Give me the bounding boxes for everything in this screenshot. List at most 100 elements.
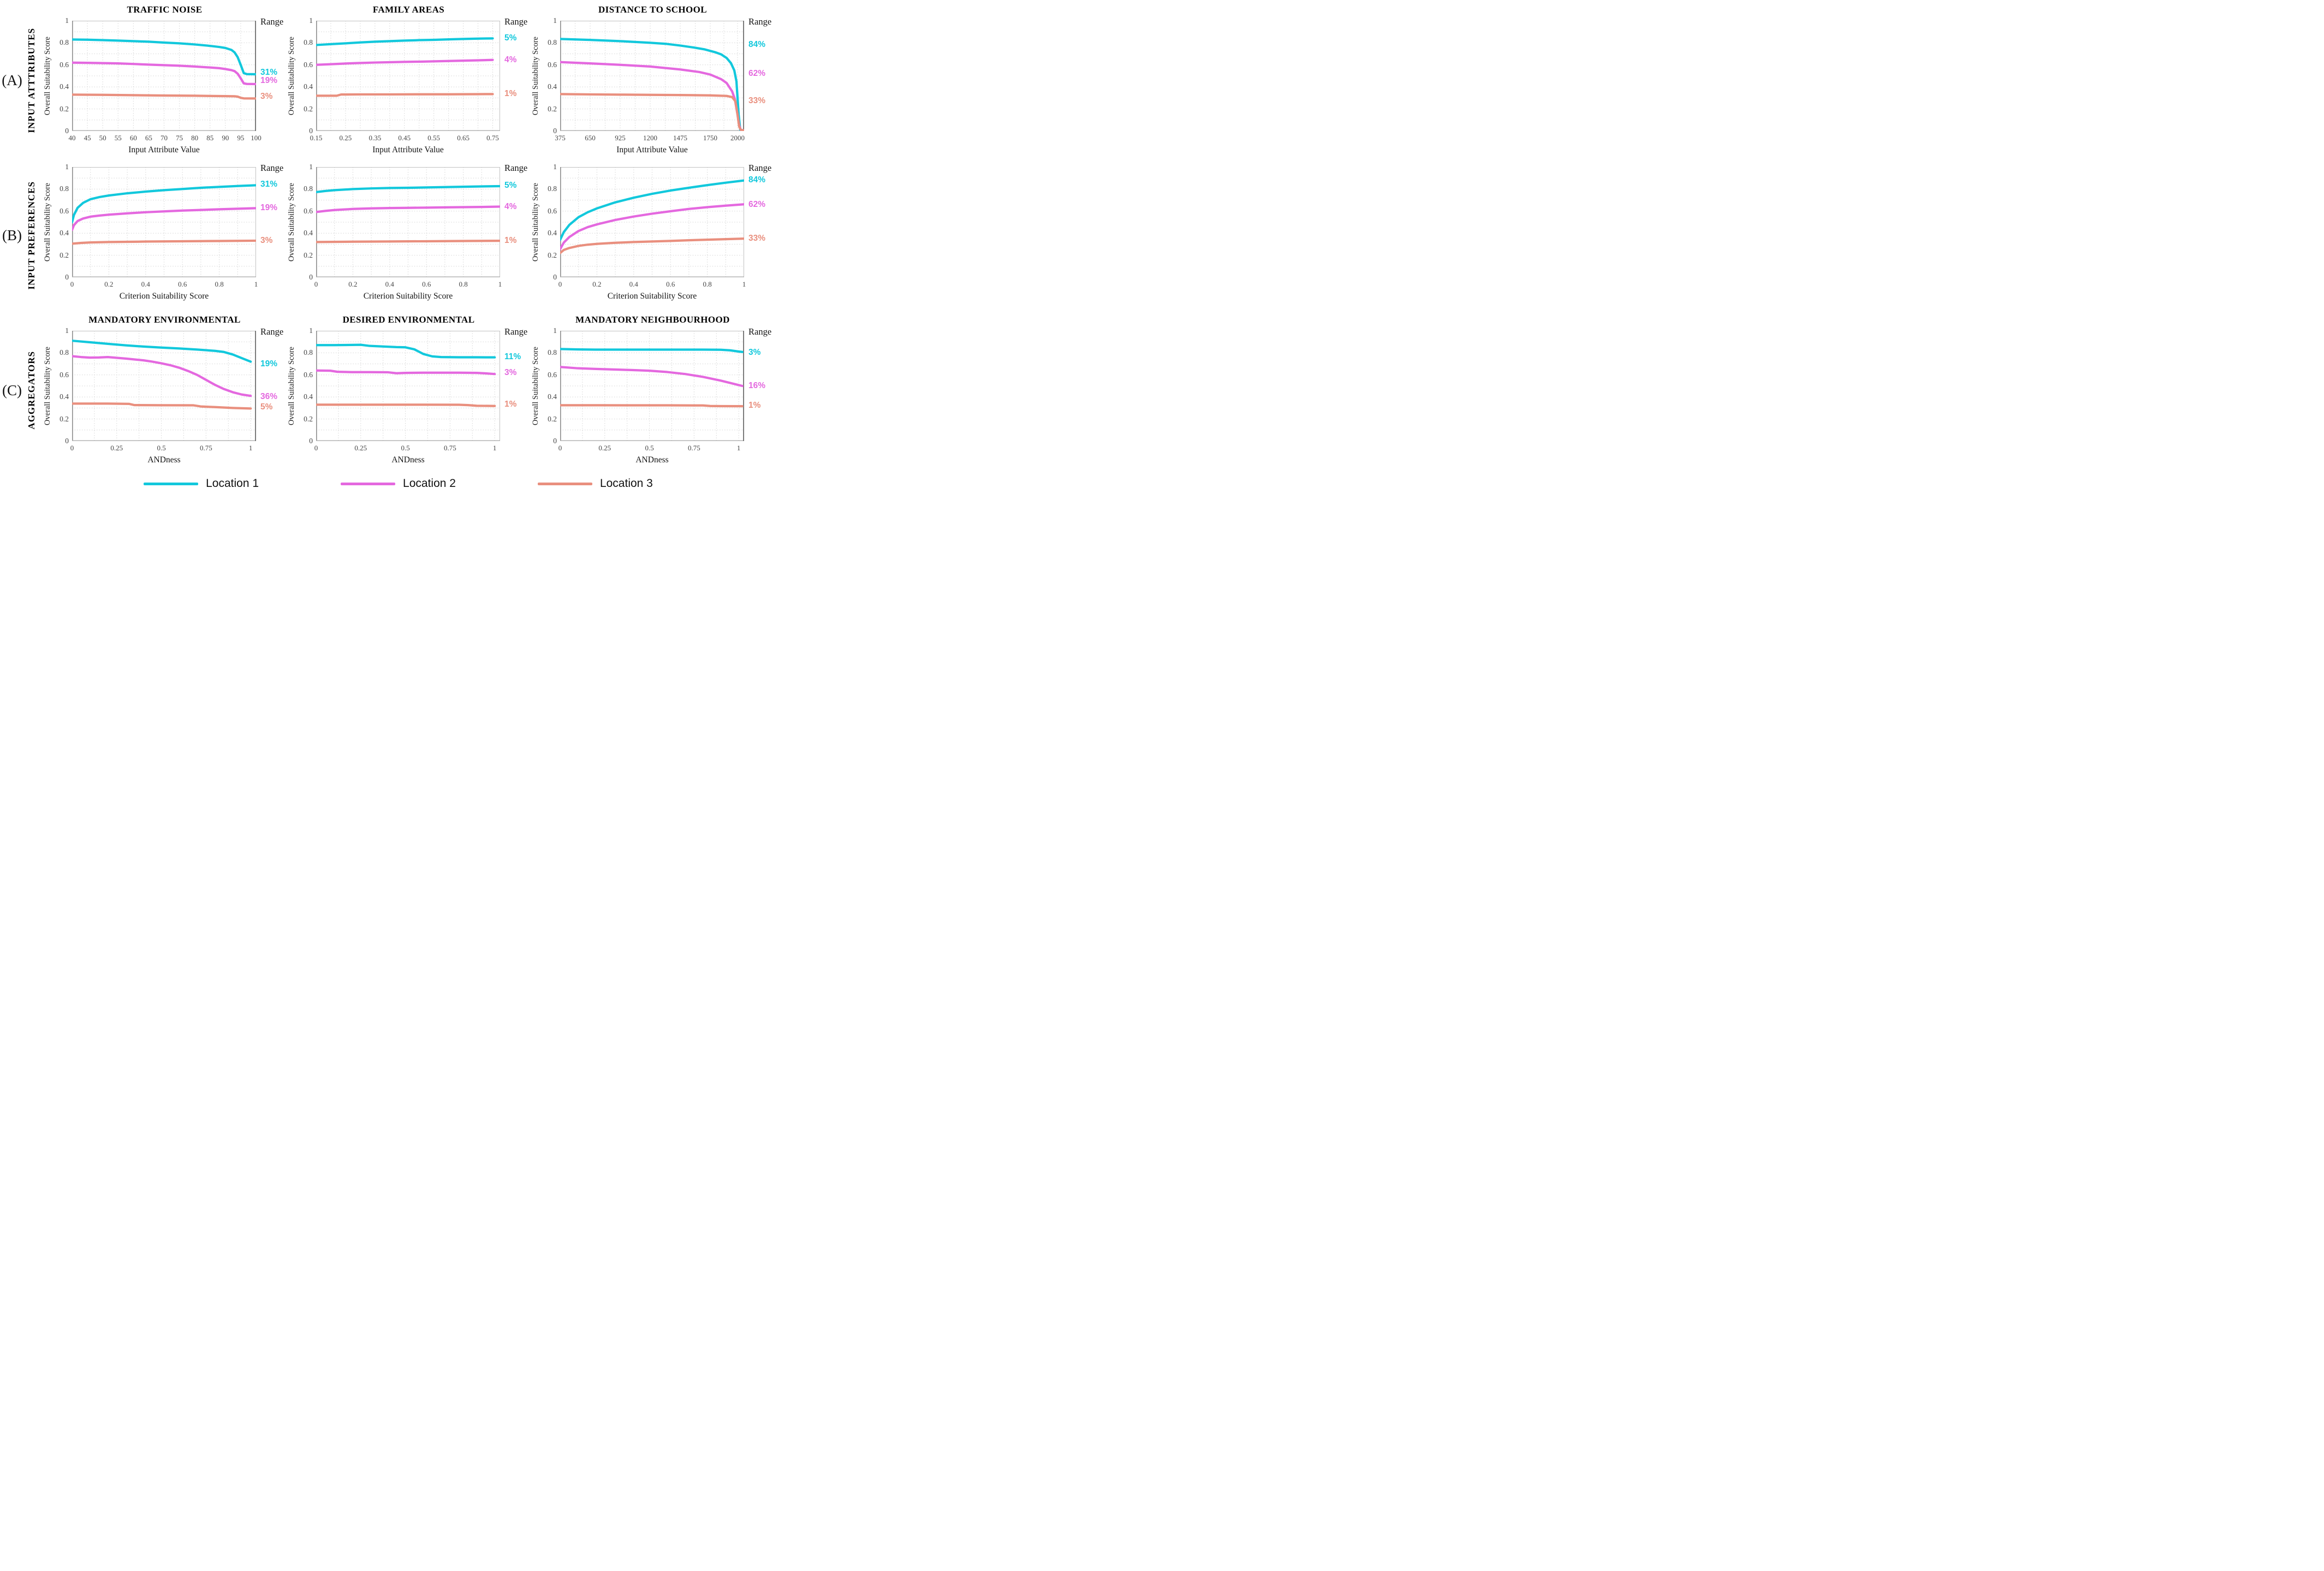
y-axis-ticks: 1 0.8 0.6 0.4 0.2 0 — [296, 326, 316, 445]
series-line-location-3 — [560, 93, 744, 131]
x-tick-label: 1 — [498, 280, 502, 288]
y-tick-label: 0.4 — [548, 392, 557, 401]
series-line-location-1 — [72, 184, 256, 224]
range-column: Range 5% 4% 1% — [500, 163, 531, 277]
x-tick-label: 0.75 — [200, 444, 212, 452]
y-tick-label: 1 — [553, 326, 557, 335]
chart-body: Overall Suitability Score 1 0.8 0.6 0.4 0.2 0 R… — [43, 326, 287, 467]
x-tick-label: 95 — [237, 134, 245, 142]
plot-svg — [72, 331, 256, 441]
y-tick-label: 0.6 — [304, 206, 313, 215]
x-tick-label: 1200 — [643, 134, 657, 142]
y-tick-label: 1 — [553, 16, 557, 25]
range-column: Range 11% 3% 1% — [500, 326, 531, 441]
y-tick-label: 0.2 — [304, 251, 313, 259]
y-tick-label: 0 — [309, 273, 313, 281]
y-tick-label: 0.6 — [60, 370, 69, 379]
x-axis-ticks: 0 0.2 0.4 0.6 0.8 1 — [558, 277, 746, 290]
chart-body: Overall Suitability Score 1 0.8 0.6 0.4 0.2 0 R… — [43, 16, 287, 157]
range-column: Range 3% 16% 1% — [744, 326, 775, 441]
chart-body: Overall Suitability Score 1 0.8 0.6 0.4 0.2 0 R… — [43, 163, 287, 304]
plot-area — [72, 331, 256, 441]
x-tick-label: 0.6 — [666, 280, 675, 288]
range-header: Range — [748, 163, 772, 173]
y-tick-label: 1 — [65, 16, 69, 25]
series-line-location-2 — [72, 355, 252, 397]
plot-area — [72, 167, 256, 277]
plot-area — [316, 167, 500, 277]
panel-label: (C) — [2, 382, 22, 398]
x-tick-label: 80 — [191, 134, 199, 142]
range-header: Range — [504, 163, 528, 173]
chart-cell-2-3: Overall Suitability Score 1 0.8 0.6 0.4 0.2 0 R… — [531, 163, 775, 304]
series-line-location-3 — [316, 93, 494, 97]
y-tick-label: 0 — [309, 127, 313, 135]
x-tick-label: 0.45 — [398, 134, 411, 142]
series-line-location-3 — [72, 402, 252, 410]
x-tick-label: 0.4 — [141, 280, 150, 288]
chart-title: MANDATORY ENVIRONMENTAL — [88, 314, 241, 325]
range-value-location-1: 84% — [748, 175, 766, 185]
range-column: Range 31% 19% 3% — [256, 163, 287, 277]
x-tick-label: 0.8 — [703, 280, 712, 288]
plot-svg — [72, 21, 256, 131]
series-line-location-2 — [72, 207, 256, 231]
range-value-location-3: 1% — [748, 401, 761, 410]
legend-item-location-2: Location 2 — [341, 477, 456, 490]
x-axis-label: Criterion Suitability Score — [607, 291, 697, 301]
legend-line-swatch — [144, 482, 199, 485]
plot-svg — [316, 331, 500, 441]
y-axis-ticks: 1 0.8 0.6 0.4 0.2 0 — [52, 163, 72, 281]
series-line-location-1 — [316, 343, 496, 359]
row-title: AGGREGATORS — [26, 351, 37, 430]
x-tick-label: 1750 — [703, 134, 717, 142]
chart-cell-1-2: FAMILY AREAS Overall Suitability Score 1 0.… — [287, 3, 531, 157]
y-tick-label: 0.8 — [60, 38, 69, 47]
range-value-location-1: 5% — [504, 33, 517, 43]
plot-area — [560, 331, 744, 441]
x-tick-label: 0.4 — [629, 280, 638, 288]
range-header: Range — [504, 326, 528, 337]
x-tick-label: 0.75 — [688, 444, 700, 452]
y-tick-label: 0.2 — [60, 104, 69, 113]
suitability-figure: (A) INPUT ATTTRIBUTES TRAFFIC NOISE Overall… — [0, 0, 775, 497]
y-tick-label: 0.4 — [60, 392, 69, 401]
y-axis-ticks: 1 0.8 0.6 0.4 0.2 0 — [540, 16, 560, 135]
chart-body: Overall Suitability Score 1 0.8 0.6 0.4 0.2 0 R… — [287, 163, 531, 304]
range-value-location-2: 19% — [260, 76, 278, 86]
x-tick-label: 1 — [742, 280, 746, 288]
y-axis-label: Overall Suitability Score — [531, 182, 540, 262]
x-tick-label: 0.2 — [104, 280, 114, 288]
y-tick-label: 0 — [65, 273, 69, 281]
row-title: INPUT ATTTRIBUTES — [26, 27, 37, 133]
y-tick-label: 0.6 — [548, 370, 557, 379]
x-tick-label: 0.25 — [339, 134, 352, 142]
range-value-location-3: 3% — [260, 92, 273, 102]
range-header: Range — [260, 326, 284, 337]
y-axis-label: Overall Suitability Score — [43, 182, 52, 262]
x-tick-label: 0.5 — [157, 444, 166, 452]
chart-title: MANDATORY NEIGHBOURHOOD — [575, 314, 730, 325]
range-header: Range — [260, 163, 284, 173]
x-tick-label: 65 — [145, 134, 152, 142]
plot-area — [560, 167, 744, 277]
series-line-location-1 — [560, 38, 744, 131]
y-tick-label: 1 — [553, 163, 557, 171]
series-line-location-2 — [316, 58, 494, 66]
plot-svg — [316, 21, 500, 131]
y-axis-ticks: 1 0.8 0.6 0.4 0.2 0 — [296, 163, 316, 281]
range-value-location-2: 16% — [748, 381, 766, 390]
range-header: Range — [748, 326, 772, 337]
series-line-location-1 — [316, 185, 500, 193]
x-tick-label: 0.55 — [427, 134, 441, 142]
y-tick-label: 0.8 — [548, 348, 557, 357]
range-value-location-3: 1% — [504, 400, 517, 409]
x-axis-ticks: 0 0.2 0.4 0.6 0.8 1 — [70, 277, 258, 290]
plot-svg — [316, 167, 500, 277]
chart-row-A: (A) INPUT ATTTRIBUTES TRAFFIC NOISE Overall… — [0, 3, 775, 157]
series-line-location-3 — [560, 404, 744, 408]
panel-label: (B) — [2, 227, 22, 243]
series-line-location-1 — [72, 38, 256, 76]
y-tick-label: 1 — [65, 163, 69, 171]
x-tick-label: 2000 — [730, 134, 745, 142]
